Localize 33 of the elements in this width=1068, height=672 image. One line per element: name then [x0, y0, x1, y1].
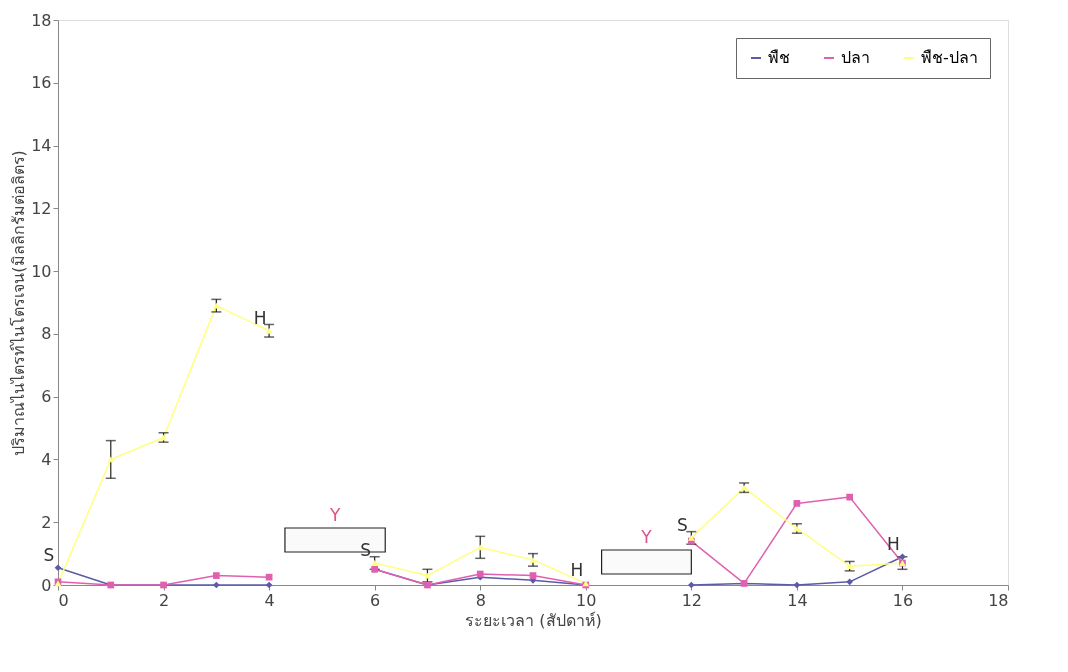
band-label: Y	[640, 527, 653, 547]
y-tick-label: 2	[41, 512, 52, 532]
annotation: S	[360, 540, 372, 561]
x-tick-label: 4	[264, 590, 275, 610]
annotation: S	[676, 514, 688, 535]
x-tick-label: 8	[475, 590, 486, 610]
band-label: Y	[328, 505, 341, 525]
x-tick-label: 14	[787, 590, 808, 610]
x-tick-label: 12	[681, 590, 703, 610]
x-tick-label: 6	[370, 590, 381, 610]
legend-label: พืช-ปลา	[921, 48, 978, 67]
x-tick-label: 2	[158, 590, 170, 610]
y-tick-label: 16	[31, 73, 52, 93]
x-tick-label: 0	[58, 590, 69, 610]
legend-label: ปลา	[841, 48, 870, 67]
x-tick-label: 16	[892, 590, 914, 610]
y-tick-label: 18	[31, 10, 52, 30]
y-tick-label: 12	[31, 198, 52, 218]
y-tick-label: 4	[41, 449, 52, 469]
annotation: S	[43, 544, 55, 565]
y-tick-label: 14	[31, 136, 52, 156]
annotation: H	[253, 307, 267, 328]
legend-label: พืช	[768, 48, 790, 67]
x-axis-title: ระยะเวลา (สัปดาห์)	[465, 610, 602, 630]
y-tick-label: 10	[31, 261, 52, 281]
annotation: H	[887, 533, 900, 554]
y-tick-label: 8	[41, 324, 52, 344]
x-tick-label: 10	[576, 590, 597, 610]
y-tick-label: 6	[41, 387, 52, 407]
y-tick-label: 0	[41, 575, 52, 595]
annotation: H	[570, 560, 584, 581]
x-tick-label: 18	[988, 590, 1009, 610]
y-axis-title: ปริมาณไนไตรท์ไนโตรเจน(มิลลิกรัมต่อลิตร)	[9, 150, 29, 456]
